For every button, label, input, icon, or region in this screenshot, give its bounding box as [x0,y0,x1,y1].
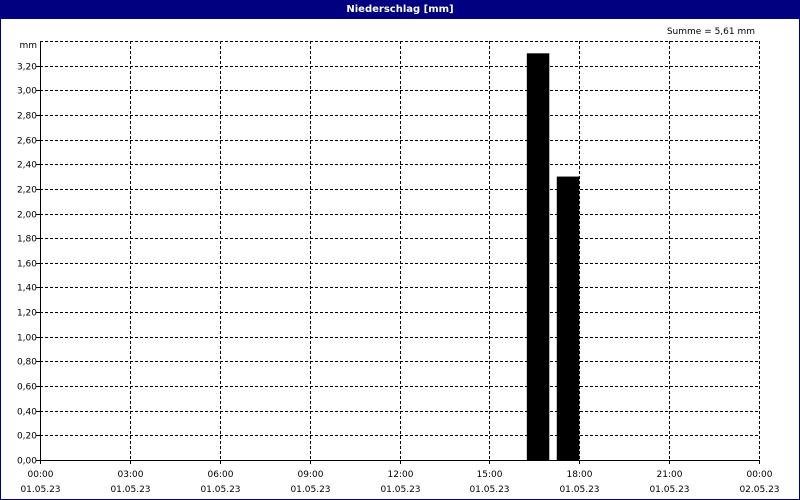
y-tick-label: 0,00 [17,457,37,467]
y-tick-label: 1,80 [17,235,37,245]
y-tick-label: 1,20 [17,309,37,319]
x-tick-label-date: 01.05.23 [469,485,509,495]
x-tick-label-date: 01.05.23 [200,485,240,495]
axes-layer [36,41,760,464]
x-tick-label-time: 15:00 [477,470,503,480]
x-tick-labels: 00:00 01.05.23 03:00 01.05.23 06:00 01.05.23 0… [20,470,779,495]
bars-layer [526,53,580,461]
x-tick-label-date: 01.05.23 [380,485,420,495]
y-tick-label: 2,80 [17,112,37,122]
x-tick-label-date: 02.05.23 [739,485,779,495]
y-tick-label: 0,80 [17,358,37,368]
y-tick-label: 3,00 [17,87,37,97]
x-tick-label-date: 01.05.23 [559,485,599,495]
y-tick-label: 0,20 [17,432,37,442]
x-tick-label-time: 21:00 [657,470,683,480]
chart-title: Niederschlag [mm] [1,1,799,19]
x-tick-label-time: 18:00 [567,470,593,480]
y-tick-labels: 0,00 0,20 0,40 0,60 0,80 1,00 1,20 1,40 1,60 1,80… [17,63,37,467]
precipitation-bar [556,176,580,460]
y-axis-unit-label: mm [19,41,37,51]
x-tick-label-time: 00:00 [28,470,54,480]
y-tick-label: 0,60 [17,383,37,393]
y-tick-label: 1,60 [17,260,37,270]
x-tick-label-time: 12:00 [388,470,414,480]
y-tick-label: 2,00 [17,211,37,221]
y-tick-label: 1,40 [17,284,37,294]
x-tick-label-date: 01.05.23 [290,485,330,495]
x-tick-label-date: 01.05.23 [110,485,150,495]
y-tick-label: 3,20 [17,63,37,73]
grid-lines [40,41,760,460]
x-tick-label-date: 01.05.23 [20,485,60,495]
y-tick-label: 2,60 [17,137,37,147]
precipitation-bar [526,53,550,461]
y-tick-label: 2,40 [17,161,37,171]
x-tick-label-time: 03:00 [118,470,144,480]
y-tick-label: 1,00 [17,334,37,344]
y-tick-label: 0,40 [17,408,37,418]
x-tick-label-time: 00:00 [747,470,773,480]
x-tick-label-time: 09:00 [298,470,324,480]
x-tick-label-date: 01.05.23 [649,485,689,495]
y-tick-label: 2,20 [17,186,37,196]
x-tick-label-time: 06:00 [208,470,234,480]
sum-label: Summe = 5,61 mm [667,27,755,37]
